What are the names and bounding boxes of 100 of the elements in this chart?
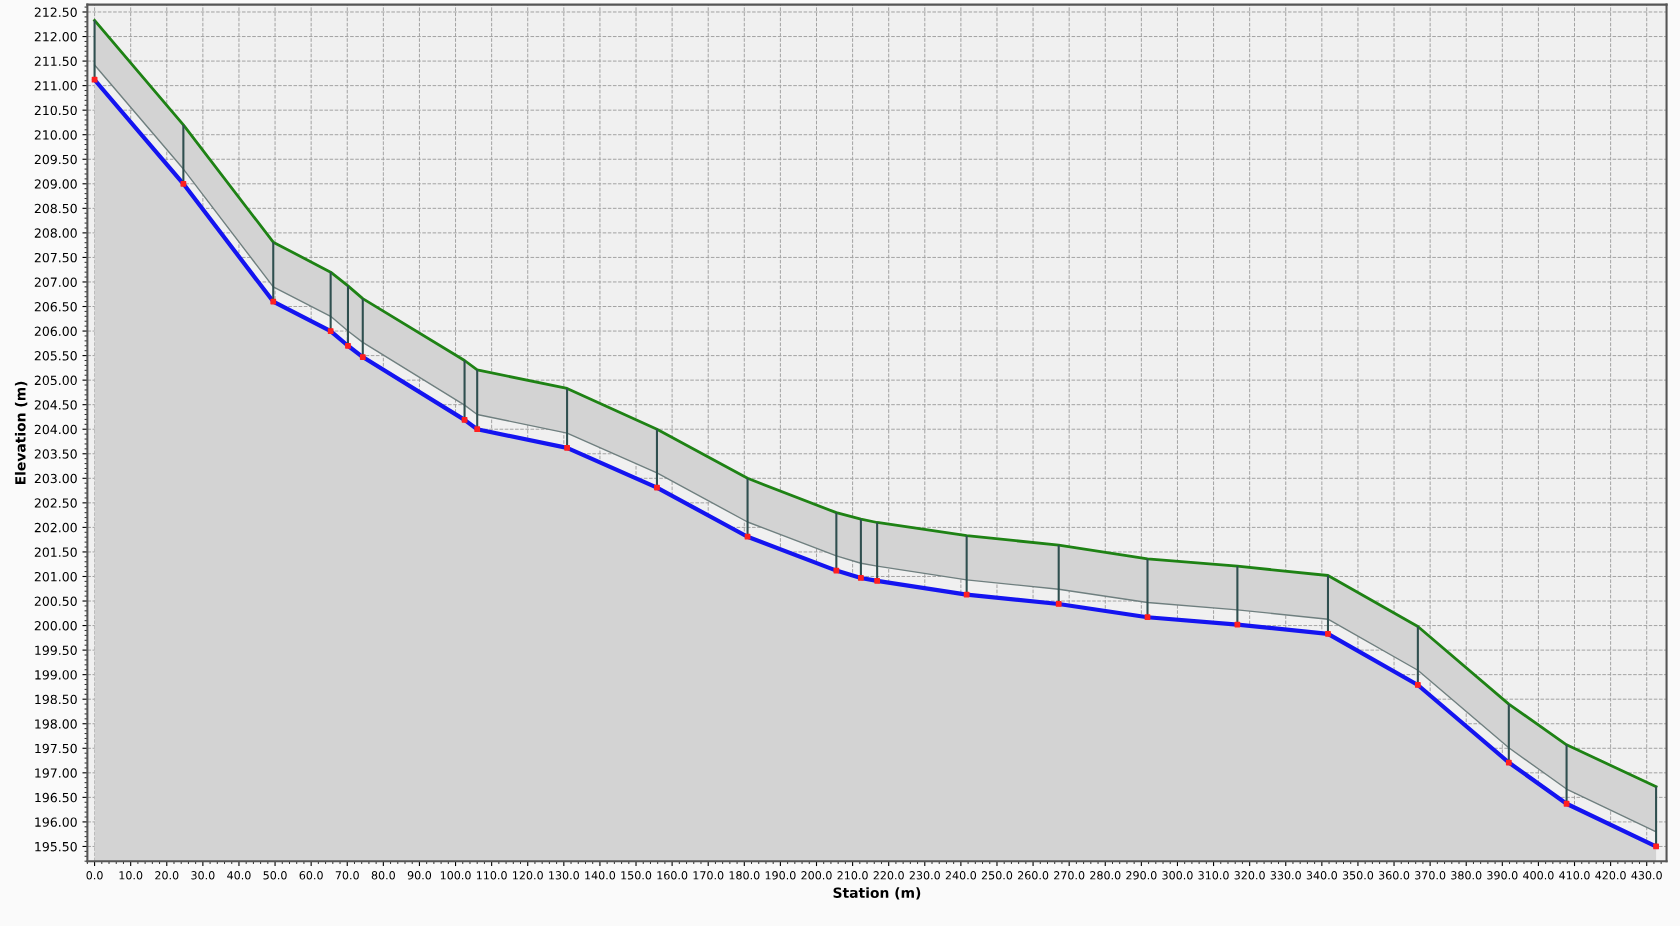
x-tick-label: 240.0 (945, 871, 977, 880)
x-tick-label: 320.0 (1234, 871, 1265, 880)
x-tick-label: 410.0 (1559, 871, 1590, 880)
x-tick-label: 60.0 (299, 871, 323, 880)
x-tick-label: 210.0 (837, 871, 868, 880)
x-tick-label: 330.0 (1270, 871, 1301, 880)
point (270, 298, 277, 305)
x-tick-label: 110.0 (476, 871, 507, 880)
x-tick-label: 70.0 (335, 871, 359, 880)
point (345, 342, 351, 349)
y-tick-label: 201.00 (34, 571, 77, 582)
y-tick-label: 204.00 (34, 424, 77, 435)
y-tick-label: 205.00 (34, 375, 77, 386)
y-tick-label: 200.00 (34, 621, 77, 631)
y-tick-label: 197.00 (35, 768, 77, 778)
y-tick-label: 206.50 (34, 301, 77, 312)
point (1055, 601, 1062, 607)
x-tick-label: 390.0 (1487, 871, 1518, 880)
y-tick-label: 212.00 (34, 32, 77, 42)
x-tick-label: 350.0 (1342, 871, 1374, 880)
x-tick-label: 280.0 (1090, 871, 1121, 880)
x-tick-label: 50.0 (263, 871, 287, 880)
y-tick-label: 209.50 (34, 154, 77, 165)
x-tick-label: 420.0 (1595, 871, 1626, 880)
x-tick-label: 250.0 (981, 871, 1013, 880)
y-tick-label: 208.00 (34, 228, 77, 238)
x-tick-label: 10.0 (119, 871, 143, 880)
point (858, 575, 864, 581)
y-tick-label: 211.00 (34, 81, 77, 91)
x-tick-label: 150.0 (621, 871, 652, 880)
point (1144, 614, 1151, 621)
x-tick-label: 200.0 (801, 871, 832, 880)
x-tick-label: 360.0 (1378, 871, 1410, 880)
y-tick-label: 202.00 (34, 522, 77, 533)
point (1234, 621, 1241, 628)
y-tick-label: 204.50 (34, 400, 77, 410)
x-axis-title: Station (m) (833, 887, 921, 900)
point (327, 328, 334, 334)
x-tick-label: 170.0 (693, 871, 724, 880)
y-tick-label: 198.00 (35, 719, 77, 729)
point (744, 533, 751, 540)
y-tick-label: 199.50 (35, 645, 77, 656)
x-tick-label: 100.0 (440, 871, 471, 880)
x-tick-label: 140.0 (585, 871, 616, 880)
point (1414, 682, 1421, 688)
x-tick-label: 220.0 (873, 871, 904, 880)
x-tick-label: 400.0 (1523, 871, 1554, 880)
x-tick-label: 30.0 (191, 871, 215, 880)
y-tick-label: 196.00 (35, 817, 77, 827)
y-tick-label: 200.50 (34, 596, 77, 606)
y-tick-label: 197.50 (35, 743, 77, 754)
x-tick-label: 290.0 (1126, 871, 1157, 880)
x-tick-label: 230.0 (909, 871, 940, 880)
x-tick-label: 270.0 (1054, 871, 1085, 880)
y-tick-label: 208.50 (34, 203, 77, 214)
point (1505, 759, 1512, 766)
point (1325, 631, 1331, 637)
x-tick-label: 160.0 (657, 871, 688, 880)
point (874, 578, 881, 584)
y-tick-label: 207.00 (34, 277, 77, 287)
y-tick-label: 201.50 (34, 547, 77, 557)
point (359, 354, 366, 360)
point (1563, 800, 1570, 807)
y-tick-label: 195.50 (35, 841, 77, 852)
point (654, 484, 660, 491)
x-tick-label: 130.0 (549, 871, 579, 880)
y-tick-label: 210.00 (34, 130, 77, 140)
point (461, 417, 468, 423)
y-tick-label: 196.50 (35, 792, 77, 803)
x-tick-label: 310.0 (1198, 871, 1229, 880)
point (180, 180, 187, 187)
y-tick-label: 203.50 (34, 449, 77, 459)
x-tick-label: 120.0 (513, 871, 543, 880)
point (1653, 843, 1659, 850)
x-tick-label: 380.0 (1451, 871, 1482, 880)
y-tick-label: 198.50 (35, 694, 77, 705)
y-axis-title: Elevation (m) (14, 381, 28, 485)
y-tick-label: 199.00 (35, 670, 77, 680)
y-tick-label: 206.00 (34, 326, 77, 336)
point (564, 444, 570, 451)
x-tick-label: 260.0 (1017, 871, 1049, 880)
y-tick-label: 209.00 (34, 179, 77, 189)
point (833, 567, 840, 574)
x-tick-label: 430.0 (1631, 871, 1662, 880)
y-tick-label: 205.50 (34, 351, 77, 361)
point (91, 76, 98, 83)
x-tick-label: 90.0 (407, 871, 432, 880)
x-tick-label: 20.0 (155, 871, 179, 880)
x-tick-label: 370.0 (1415, 871, 1446, 880)
y-tick-label: 203.00 (34, 473, 77, 484)
x-tick-label: 0.0 (86, 871, 103, 880)
y-tick-label: 202.50 (34, 498, 77, 508)
y-tick-label: 210.50 (34, 105, 77, 116)
x-tick-label: 80.0 (371, 871, 395, 880)
y-tick-label: 207.50 (34, 252, 77, 263)
y-tick-label: 211.50 (34, 56, 77, 67)
x-tick-label: 180.0 (729, 871, 760, 880)
x-tick-label: 190.0 (765, 871, 796, 880)
y-tick-label: 212.50 (34, 7, 77, 17)
x-tick-label: 340.0 (1306, 871, 1338, 880)
